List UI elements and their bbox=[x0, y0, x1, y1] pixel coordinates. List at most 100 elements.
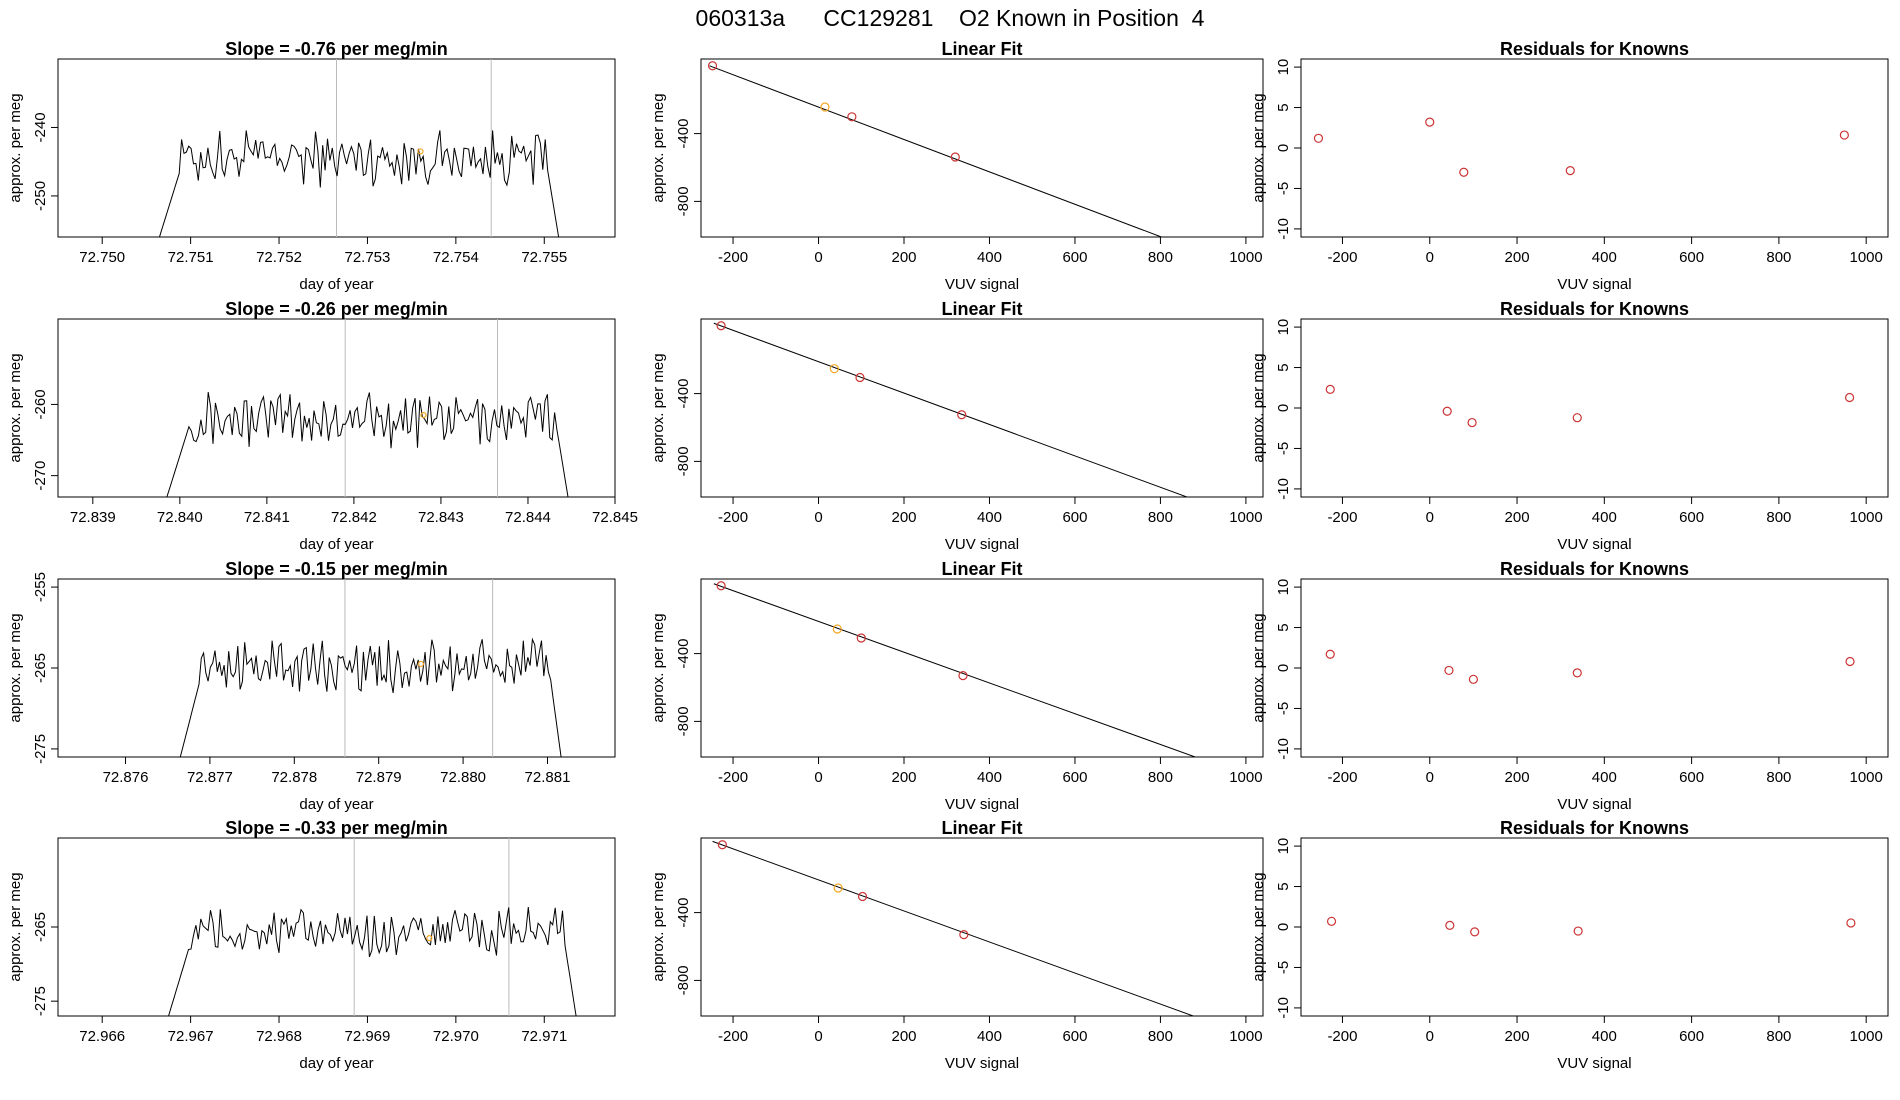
data-point bbox=[959, 930, 969, 940]
residual-point bbox=[1468, 674, 1478, 684]
residual-point bbox=[1325, 649, 1335, 659]
panel-title: Linear Fit bbox=[941, 299, 1022, 319]
x-tick-label: 1000 bbox=[1229, 769, 1262, 786]
plot-frame bbox=[700, 318, 1264, 498]
x-tick-label: 400 bbox=[977, 769, 1002, 786]
panel-title: Residuals for Knowns bbox=[1500, 39, 1689, 59]
x-axis-label: day of year bbox=[299, 276, 373, 293]
data-point bbox=[950, 152, 960, 162]
panel-title: Slope = -0.33 per meg/min bbox=[225, 818, 448, 838]
x-axis-label: VUV signal bbox=[1557, 1055, 1631, 1072]
x-tick-label: 400 bbox=[1592, 249, 1617, 266]
x-tick-label: -200 bbox=[718, 509, 748, 526]
panel-fit-3: Linear Fit VUV signal approx. per meg -200 0… bbox=[650, 559, 1264, 813]
residual-point bbox=[1844, 392, 1855, 403]
y-tick-label: -800 bbox=[675, 706, 692, 736]
y-axis-label: approx. per meg bbox=[1250, 872, 1267, 981]
y-tick-label: 5 bbox=[1275, 623, 1292, 631]
x-tick-label: 800 bbox=[1766, 509, 1791, 526]
y-tick-label: -10 bbox=[1275, 478, 1292, 500]
x-tick-label: 0 bbox=[814, 509, 822, 526]
x-tick-label: 200 bbox=[891, 769, 916, 786]
residual-point bbox=[1442, 406, 1452, 416]
x-tick-label: 72.842 bbox=[331, 509, 377, 526]
data-point bbox=[855, 372, 865, 383]
y-tick-label: -400 bbox=[675, 898, 692, 928]
x-axis-label: VUV signal bbox=[945, 1055, 1019, 1072]
x-tick-label: 72.879 bbox=[356, 769, 402, 786]
x-tick-label: 400 bbox=[977, 509, 1002, 526]
x-tick-label: 400 bbox=[977, 249, 1002, 266]
x-tick-label: 72.843 bbox=[418, 509, 464, 526]
x-tick-label: 72.841 bbox=[244, 509, 290, 526]
panel-title: Linear Fit bbox=[941, 818, 1022, 838]
signal-line bbox=[166, 392, 569, 497]
residual-point bbox=[1325, 384, 1335, 394]
x-tick-label: 800 bbox=[1766, 249, 1791, 266]
residual-point bbox=[1313, 133, 1324, 143]
x-tick-label: 800 bbox=[1766, 1028, 1791, 1045]
x-axis-label: VUV signal bbox=[1557, 276, 1631, 293]
x-tick-label: 1000 bbox=[1849, 1028, 1882, 1045]
x-tick-label: 1000 bbox=[1849, 769, 1882, 786]
x-tick-label: 200 bbox=[891, 249, 916, 266]
data-point bbox=[833, 883, 843, 893]
x-tick-label: 72.969 bbox=[344, 1028, 390, 1045]
y-tick-label: 0 bbox=[1275, 404, 1292, 412]
residual-point bbox=[1846, 918, 1856, 928]
data-point bbox=[856, 633, 866, 643]
y-axis-label: approx. per meg bbox=[7, 93, 24, 202]
panel-title: Linear Fit bbox=[941, 39, 1022, 59]
y-tick-label: -5 bbox=[1275, 442, 1292, 455]
x-tick-label: 600 bbox=[1062, 509, 1087, 526]
residual-point bbox=[1565, 166, 1575, 176]
plot-frame bbox=[1300, 837, 1889, 1017]
residual-point bbox=[1572, 668, 1582, 678]
x-tick-label: 0 bbox=[1426, 509, 1434, 526]
y-axis-label: approx. per meg bbox=[1250, 353, 1267, 462]
y-axis-label: approx. per meg bbox=[1250, 93, 1267, 202]
x-tick-label: 72.880 bbox=[440, 769, 486, 786]
y-tick-label: -240 bbox=[32, 112, 49, 142]
signal-line bbox=[179, 637, 562, 757]
x-tick-label: 600 bbox=[1679, 509, 1704, 526]
y-tick-label: -260 bbox=[32, 389, 49, 419]
y-tick-label: -400 bbox=[675, 639, 692, 669]
plot-frame bbox=[1300, 58, 1889, 238]
residual-point bbox=[1839, 130, 1849, 140]
y-tick-label: -265 bbox=[32, 653, 49, 683]
panel-timeseries-4: Slope = -0.33 per meg/min day of year appr… bbox=[7, 818, 616, 1072]
x-axis-label: VUV signal bbox=[1557, 796, 1631, 813]
fit-line bbox=[712, 840, 1195, 1016]
x-tick-label: 600 bbox=[1062, 769, 1087, 786]
x-tick-label: 72.971 bbox=[521, 1028, 567, 1045]
y-tick-label: -5 bbox=[1275, 182, 1292, 195]
panel-timeseries-3: Slope = -0.15 per meg/min day of year appr… bbox=[7, 559, 616, 813]
x-tick-label: -200 bbox=[1327, 249, 1357, 266]
residual-point bbox=[1444, 665, 1454, 676]
plot-frame bbox=[700, 837, 1264, 1017]
panel-title: Slope = -0.26 per meg/min bbox=[225, 299, 448, 319]
x-tick-label: 400 bbox=[977, 1028, 1002, 1045]
x-tick-label: 72.844 bbox=[505, 509, 551, 526]
y-tick-label: -5 bbox=[1275, 961, 1292, 974]
y-tick-label: 10 bbox=[1275, 59, 1292, 76]
y-tick-label: 5 bbox=[1275, 882, 1292, 890]
x-tick-label: 72.877 bbox=[187, 769, 233, 786]
x-tick-label: 800 bbox=[1148, 509, 1173, 526]
y-tick-label: -250 bbox=[32, 181, 49, 211]
reference-point bbox=[420, 412, 427, 419]
y-tick-label: -275 bbox=[32, 986, 49, 1016]
x-tick-label: 72.752 bbox=[256, 249, 302, 266]
data-point bbox=[707, 61, 718, 71]
y-tick-label: -270 bbox=[32, 461, 49, 491]
x-tick-label: 0 bbox=[1426, 1028, 1434, 1045]
data-point bbox=[832, 624, 842, 634]
x-axis-label: VUV signal bbox=[1557, 536, 1631, 553]
y-tick-label: -265 bbox=[32, 912, 49, 942]
residual-point bbox=[1326, 916, 1337, 926]
y-tick-label: -400 bbox=[675, 379, 692, 409]
x-tick-label: 0 bbox=[814, 769, 822, 786]
y-tick-label: 5 bbox=[1275, 363, 1292, 371]
